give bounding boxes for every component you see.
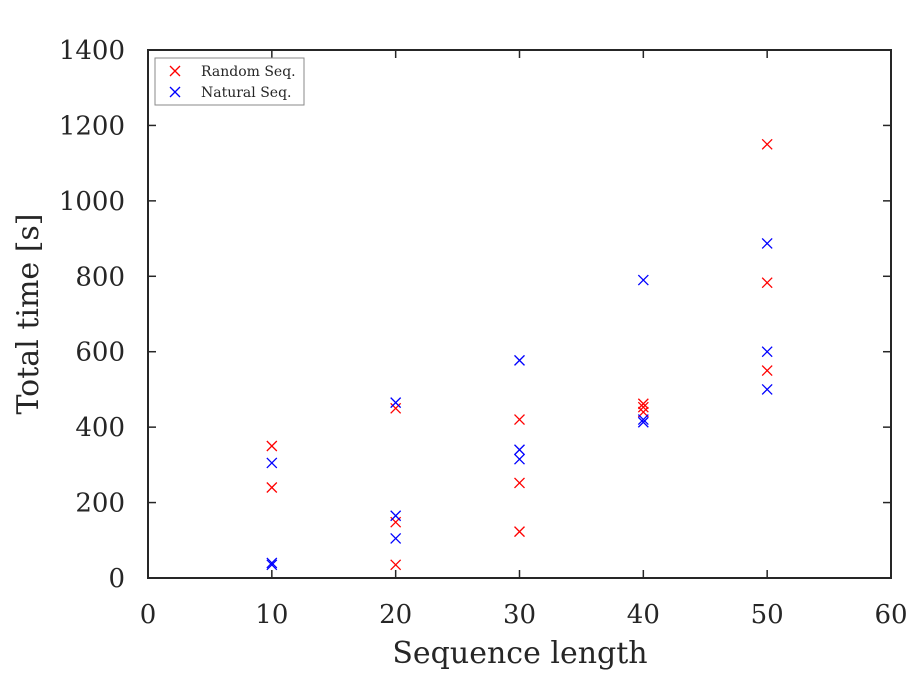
y-tick-label: 800 bbox=[75, 262, 125, 292]
natural-seq-point bbox=[514, 354, 525, 366]
natural-seq-point bbox=[390, 532, 402, 544]
natural-seq-point bbox=[761, 383, 773, 395]
x-tick-label: 10 bbox=[255, 600, 288, 630]
random-seq-point bbox=[637, 398, 649, 410]
x-tick-label: 30 bbox=[503, 600, 536, 630]
random-seq-point bbox=[266, 482, 278, 493]
y-tick-label: 1200 bbox=[59, 111, 125, 141]
natural-seq-point bbox=[514, 444, 525, 456]
x-tick-label: 60 bbox=[874, 600, 907, 630]
random-seq-point bbox=[761, 365, 773, 377]
legend-label: Random Seq. bbox=[201, 64, 296, 80]
x-tick-label: 50 bbox=[751, 600, 784, 630]
natural-seq-point bbox=[266, 557, 278, 569]
natural-seq-point bbox=[390, 397, 402, 409]
random-seq-point bbox=[266, 440, 278, 452]
natural-seq-point bbox=[761, 346, 773, 358]
natural-seq-point bbox=[390, 510, 402, 522]
x-axis-label: Sequence length bbox=[392, 636, 647, 671]
random-seq-point bbox=[514, 414, 525, 426]
legend-label: Natural Seq. bbox=[201, 85, 292, 101]
random-seq-point bbox=[390, 559, 402, 571]
natural-seq-point bbox=[637, 274, 649, 286]
y-axis-label: Total time [s] bbox=[11, 213, 46, 414]
legend-marker bbox=[169, 86, 181, 98]
y-tick-label: 600 bbox=[75, 338, 125, 368]
plot-area bbox=[148, 50, 891, 578]
y-tick-label: 0 bbox=[108, 564, 125, 594]
legend-marker bbox=[169, 65, 181, 77]
y-tick-label: 1400 bbox=[59, 36, 125, 66]
random-seq-point bbox=[390, 402, 402, 414]
y-tick-label: 400 bbox=[75, 413, 125, 443]
random-seq-point bbox=[514, 526, 525, 538]
natural-seq-point bbox=[266, 457, 278, 469]
x-tick-label: 0 bbox=[140, 600, 157, 630]
data-points bbox=[266, 138, 773, 571]
legend: Random Seq. Natural Seq. bbox=[154, 57, 305, 106]
random-seq-point bbox=[514, 477, 525, 489]
random-seq-point bbox=[761, 277, 773, 289]
x-tick-label: 40 bbox=[627, 600, 660, 630]
plot-frame bbox=[147, 49, 892, 579]
y-tick-label: 200 bbox=[75, 489, 125, 519]
natural-seq-point bbox=[266, 559, 278, 571]
x-tick-label: 20 bbox=[379, 600, 412, 630]
natural-seq-point bbox=[637, 416, 649, 428]
random-seq-point bbox=[637, 401, 649, 413]
random-seq-point bbox=[761, 138, 773, 150]
natural-seq-point bbox=[761, 238, 773, 249]
natural-seq-point bbox=[514, 453, 525, 465]
y-tick-label: 1000 bbox=[59, 187, 125, 217]
natural-seq-point bbox=[637, 414, 649, 426]
